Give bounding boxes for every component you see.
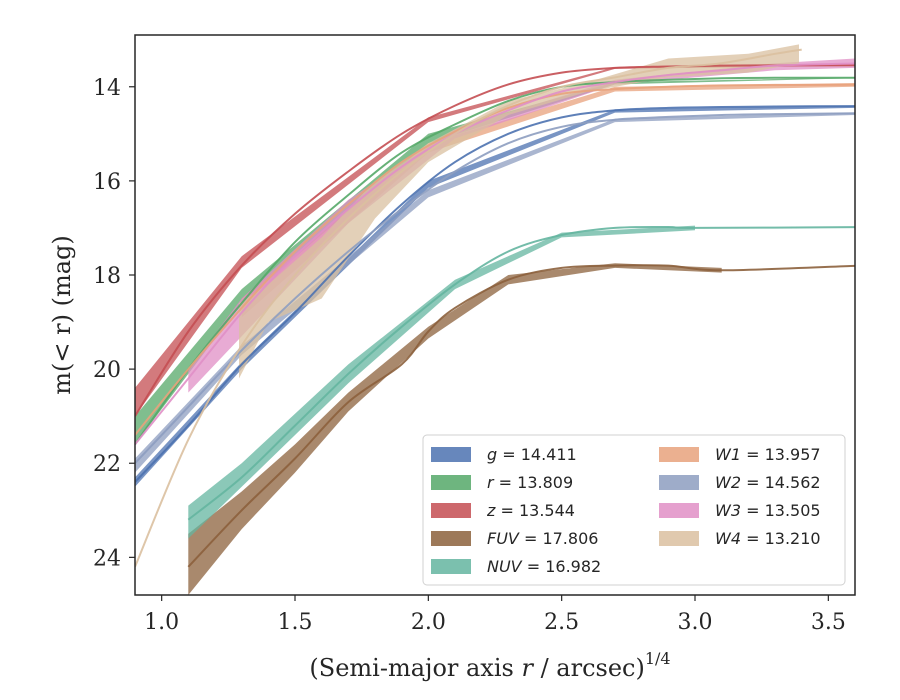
legend-box <box>422 434 846 586</box>
legend-swatch-fuv <box>431 531 471 546</box>
y-tick-label: 14 <box>93 76 121 101</box>
legend-swatch-w4 <box>659 531 699 546</box>
y-tick-label: 18 <box>93 264 121 289</box>
y-axis-label: m(< r) (mag) <box>48 235 76 394</box>
legend-swatch-r <box>431 475 471 490</box>
legend-swatch-w2 <box>659 475 699 490</box>
x-axis-label-superscript: 1/4 <box>645 649 671 668</box>
line-w1 <box>135 83 855 436</box>
legend-label-w1: W1 = 13.957 <box>715 445 821 464</box>
legend: g = 14.411 r = 13.809 z = 13.544 FUV = 17.8… <box>422 434 846 586</box>
legend-swatch-g <box>431 447 471 462</box>
band-r <box>135 77 855 445</box>
x-tick-label: 2.5 <box>544 610 579 635</box>
y-tick-label: 16 <box>93 170 121 195</box>
x-tick-label: 1.5 <box>278 610 313 635</box>
series-bands <box>135 44 855 595</box>
legend-label-w4: W4 = 13.210 <box>715 529 821 548</box>
legend-label-w2: W2 = 14.562 <box>715 473 821 492</box>
legend-label-w3: W3 = 13.505 <box>715 501 821 520</box>
legend-swatch-w3 <box>659 503 699 518</box>
plot-frame <box>134 34 856 596</box>
band-w3 <box>188 58 855 393</box>
y-tick-label: 24 <box>93 546 121 571</box>
line-nuv <box>187 225 855 521</box>
legend-label-g: g = 14.411 <box>487 445 577 464</box>
line-w2 <box>135 112 855 464</box>
line-z <box>135 64 855 417</box>
x-tick-label: 2.0 <box>411 610 446 635</box>
series-lines <box>135 48 855 568</box>
x-axis-label-prefix: (Semi-major axis r / arcsec) <box>309 654 644 682</box>
band-w4 <box>239 44 799 379</box>
line-r <box>135 76 855 445</box>
band-w1 <box>241 83 855 318</box>
x-axis: 1.0 1.5 2.0 2.5 3.0 3.5 <box>144 595 846 635</box>
legend-swatch-w1 <box>659 447 699 462</box>
legend-label-z: z = 13.544 <box>486 501 575 520</box>
legend-swatch-z <box>431 503 471 518</box>
legend-label-r: r = 13.809 <box>487 473 573 492</box>
x-axis-label: (Semi-major axis r / arcsec)1/4 <box>309 649 670 682</box>
line-w4 <box>135 48 802 568</box>
legend-swatch-nuv <box>431 559 471 574</box>
line-fuv <box>187 264 855 568</box>
y-tick-label: 22 <box>93 452 121 477</box>
x-tick-label: 3.0 <box>678 610 713 635</box>
plot-border <box>134 34 856 596</box>
x-tick-label: 1.0 <box>144 610 179 635</box>
x-tick-label: 3.5 <box>811 610 846 635</box>
line-g <box>135 105 855 483</box>
legend-label-nuv: NUV = 16.982 <box>487 557 601 576</box>
y-axis: 14 16 18 20 22 24 <box>93 76 135 571</box>
legend-label-fuv: FUV = 17.806 <box>487 529 598 548</box>
y-tick-label: 20 <box>93 358 121 383</box>
